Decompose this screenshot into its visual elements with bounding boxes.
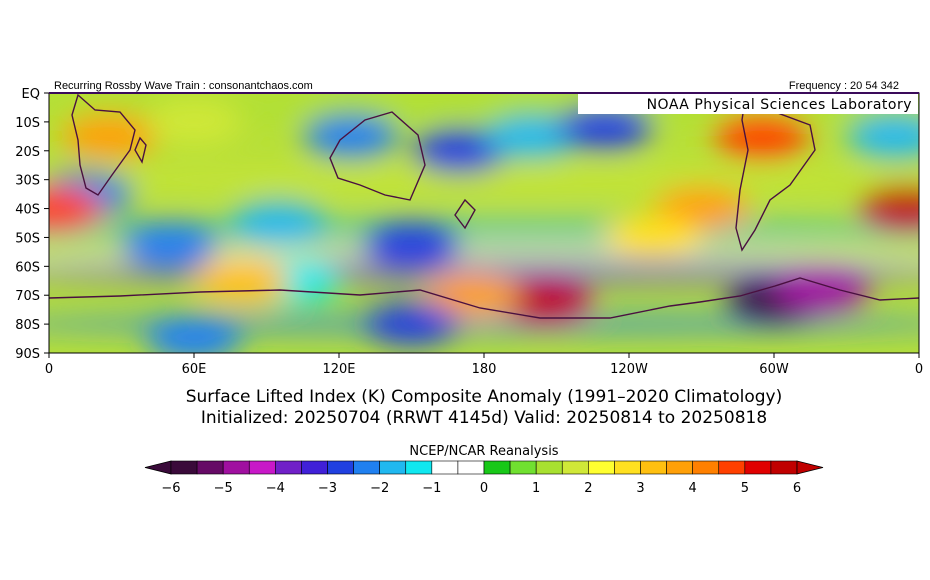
colorbar-swatch (744, 460, 772, 475)
colorbar-swatch (379, 460, 407, 475)
colorbar-left-arrow (144, 460, 172, 475)
south-america-coast (735, 99, 816, 252)
colorbar-swatch (509, 460, 537, 475)
colorbar-label: NCEP/NCAR Reanalysis (409, 444, 558, 459)
latitude-band (49, 310, 919, 339)
colorbar-swatch (692, 460, 720, 475)
anomaly-blob (303, 114, 400, 159)
africa-coast (71, 93, 136, 196)
credit-box (578, 94, 918, 114)
anomaly-blob (363, 302, 460, 347)
anomaly-blob (423, 273, 520, 318)
colorbar (144, 460, 824, 475)
anomaly-blob (774, 267, 871, 312)
anomaly-blob (230, 201, 327, 245)
x-tick-label: 0 (45, 362, 53, 377)
header-left-text: Recurring Rossby Wave Train : consonantc… (54, 80, 313, 92)
y-tick-label: 60S (15, 260, 40, 275)
x-tick-label: 120W (610, 362, 648, 377)
x-tick-label: 120E (322, 362, 355, 377)
colorbar-ticks: −6 −5 −4 −3 −2 −1 0 1 2 3 4 5 6 (161, 481, 801, 496)
madagascar-coast (134, 136, 147, 164)
colorbar-tick-label: −3 (318, 481, 337, 496)
anomaly-blob (363, 221, 460, 266)
anomaly-blob (496, 279, 593, 323)
colorbar-swatch (327, 460, 354, 475)
y-tick-label: 70S (15, 289, 40, 304)
header-right-text: Frequency : 20 54 342 (789, 80, 899, 92)
colorbar-tick-label: 0 (480, 481, 488, 496)
colorbar-swatch (301, 460, 328, 475)
y-axis: EQ 10S 20S 30S 40S 50S 60S 70S 80S 90S (15, 87, 49, 362)
colorbar-swatch (640, 460, 667, 475)
colorbar-tick-label: 5 (741, 481, 749, 496)
colorbar-swatch (275, 460, 302, 475)
colorbar-right-arrow (796, 460, 824, 475)
anomaly-blob (49, 186, 102, 231)
anomaly-blob (146, 99, 242, 144)
antarctica-coast (49, 277, 919, 319)
anomaly-blob (121, 221, 218, 266)
colorbar-swatch (666, 460, 693, 475)
anomaly-blob (484, 114, 581, 159)
title-line-2: Initialized: 20250704 (RRWT 4145d) Valid… (201, 408, 767, 428)
x-tick-label: 0 (915, 362, 923, 377)
anomaly-field (49, 93, 919, 353)
colorbar-swatch (535, 460, 563, 475)
y-tick-label: 50S (15, 231, 40, 246)
colorbar-swatch (718, 460, 746, 475)
title-line-1: Surface Lifted Index (K) Composite Anoma… (186, 387, 783, 407)
anomaly-blob (556, 105, 653, 150)
x-tick-label: 60E (182, 362, 207, 377)
colorbar-tick-label: 3 (636, 481, 644, 496)
colorbar-tick-label: −4 (266, 481, 285, 496)
anomaly-blob (713, 114, 810, 159)
colorbar-swatch (170, 460, 198, 475)
colorbar-tick-label: −2 (370, 481, 389, 496)
credit-text: NOAA Physical Sciences Laboratory (647, 97, 912, 113)
colorbar-tick-label: −5 (214, 481, 233, 496)
colorbar-swatch (614, 460, 641, 475)
anomaly-blob (61, 114, 158, 159)
colorbar-swatch (248, 460, 276, 475)
colorbar-swatch (483, 460, 511, 475)
y-tick-label: EQ (22, 87, 40, 102)
new-zealand-coast (454, 198, 476, 230)
colorbar-swatch (222, 460, 250, 475)
colorbar-tick-label: 2 (584, 481, 592, 496)
colorbar-tick-label: −6 (161, 481, 180, 496)
y-tick-label: 40S (15, 203, 40, 218)
anomaly-blob (605, 215, 702, 260)
colorbar-swatch (353, 460, 380, 475)
anomaly-blob (146, 316, 242, 353)
y-tick-label: 90S (15, 347, 40, 362)
colorbar-swatch (457, 460, 485, 475)
x-tick-label: 180 (472, 362, 497, 377)
colorbar-tick-label: 4 (689, 481, 697, 496)
x-axis: 0 60E 120E 180 120W 60W 0 (45, 353, 923, 377)
anomaly-blob (411, 128, 508, 173)
colorbar-swatch (431, 460, 459, 475)
colorbar-swatch (196, 460, 224, 475)
colorbar-swatch (770, 460, 798, 475)
colorbar-tick-label: 1 (532, 481, 540, 496)
colorbar-tick-label: −1 (422, 481, 441, 496)
colorbar-swatch (561, 460, 589, 475)
anomaly-blob (846, 114, 919, 159)
australia-coast (329, 111, 426, 201)
x-tick-label: 60W (759, 362, 789, 377)
y-tick-label: 30S (15, 174, 40, 189)
colorbar-swatch (588, 460, 615, 475)
coastlines (49, 93, 919, 319)
colorbar-tick-label: 6 (793, 481, 801, 496)
y-tick-label: 10S (15, 116, 40, 131)
colorbar-swatch (405, 460, 433, 475)
y-tick-label: 20S (15, 145, 40, 160)
anomaly-blob (194, 258, 291, 303)
y-tick-label: 80S (15, 318, 40, 333)
anomaly-blob (858, 186, 919, 231)
